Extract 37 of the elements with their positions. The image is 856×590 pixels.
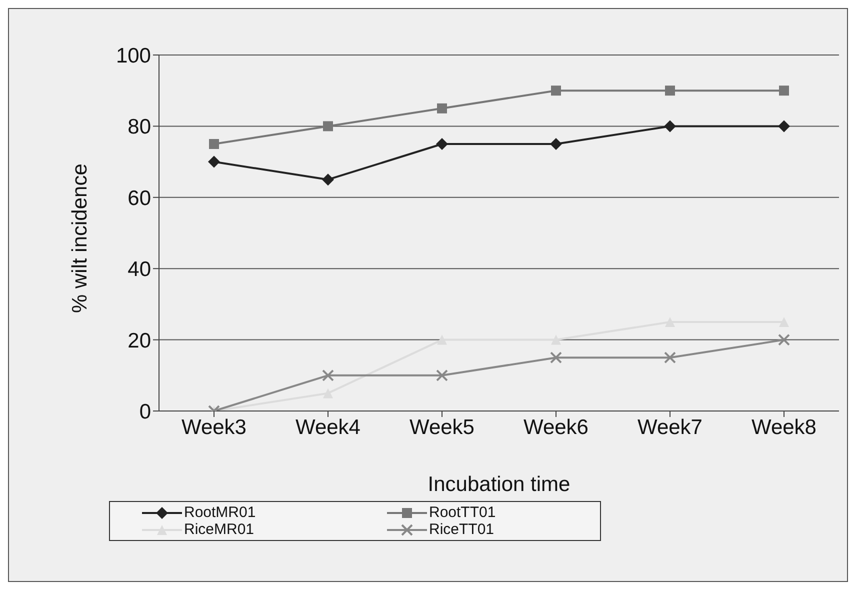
point: [779, 86, 789, 96]
legend-label: RiceMR01: [184, 521, 254, 538]
point: [436, 138, 448, 150]
legend-label: RootMR01: [184, 504, 256, 521]
point: [664, 120, 676, 132]
y-tick-label: 80: [128, 116, 151, 139]
point: [323, 121, 333, 132]
y-tick-label: 100: [116, 44, 151, 68]
point: [208, 156, 220, 168]
legend-label: RootTT01: [429, 504, 496, 521]
point: [550, 352, 562, 364]
y-tick-label: 60: [128, 186, 151, 210]
y-axis-title: % wilt incidence: [68, 164, 92, 313]
point: [551, 334, 561, 345]
point: [322, 174, 334, 186]
legend-label: RiceTT01: [429, 521, 494, 538]
point: [322, 369, 334, 382]
point: [665, 86, 675, 96]
x-tick-label: Week5: [410, 416, 474, 439]
y-tick-label: 20: [128, 329, 151, 352]
x-tick-label: Week8: [752, 416, 816, 439]
point: [664, 352, 676, 364]
x-tick-label: Week4: [296, 416, 361, 439]
point: [437, 334, 447, 345]
x-axis-title: Incubation time: [428, 473, 570, 496]
point: [437, 103, 447, 114]
point: [209, 139, 219, 149]
point: [778, 334, 790, 346]
point: [778, 120, 790, 132]
y-tick-label: 40: [128, 258, 151, 282]
point: [551, 86, 561, 96]
point: [550, 138, 562, 150]
y-tick-label: 0: [139, 400, 151, 424]
point: [436, 369, 448, 382]
x-tick-label: Week6: [524, 416, 588, 439]
x-tick-label: Week3: [182, 416, 246, 439]
x-tick-label: Week7: [638, 416, 702, 439]
